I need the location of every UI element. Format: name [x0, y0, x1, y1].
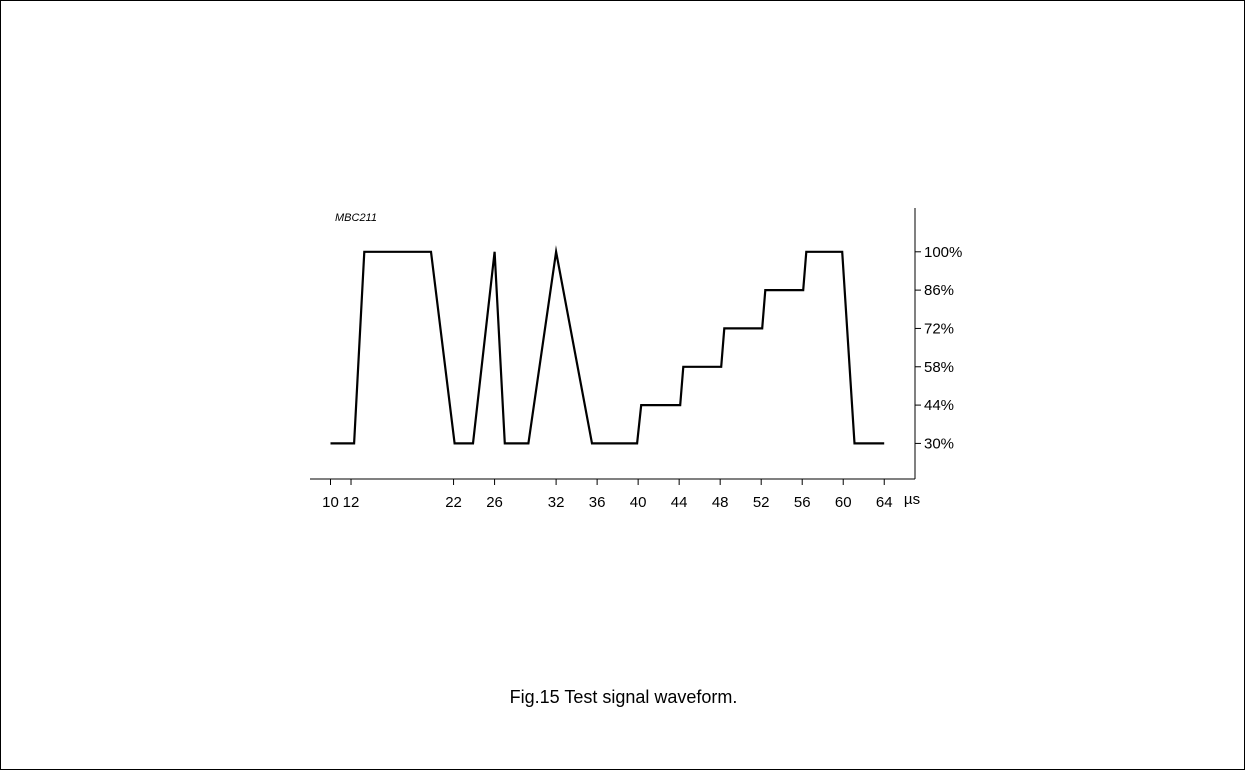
figure-code: MBC211 — [335, 212, 377, 224]
x-tick-label: 52 — [753, 494, 770, 511]
tick-group: 10 12 22 26 32 36 40 44 48 52 56 60 64 µs 30% 44% 58% 72%… — [322, 244, 962, 511]
x-tick-label: 12 — [343, 494, 360, 511]
figure-caption: Fig.15 Test signal waveform. — [509, 687, 738, 707]
y-tick-label: 100% — [924, 244, 962, 261]
x-tick-label: 60 — [835, 494, 852, 511]
x-tick-label: 44 — [671, 494, 688, 511]
x-tick-label: 32 — [548, 494, 565, 511]
y-tick-label: 30% — [924, 435, 954, 452]
x-tick-label: 36 — [589, 494, 606, 511]
y-tick-label: 86% — [924, 282, 954, 299]
x-tick-label: 26 — [486, 494, 503, 511]
x-tick-label: 56 — [794, 494, 811, 511]
x-tick-label: 48 — [712, 494, 729, 511]
x-tick-label: 22 — [445, 494, 462, 511]
y-tick-label: 58% — [924, 359, 954, 376]
waveform-line — [330, 245, 885, 445]
x-tick-label: 10 — [322, 494, 339, 511]
y-tick-label: 44% — [924, 397, 954, 414]
x-tick-label: 64 — [876, 494, 893, 511]
x-tick-label: 40 — [630, 494, 647, 511]
axes — [310, 208, 916, 480]
x-unit-label: µs — [904, 491, 920, 508]
y-tick-label: 72% — [924, 320, 954, 337]
series-group — [330, 245, 885, 445]
